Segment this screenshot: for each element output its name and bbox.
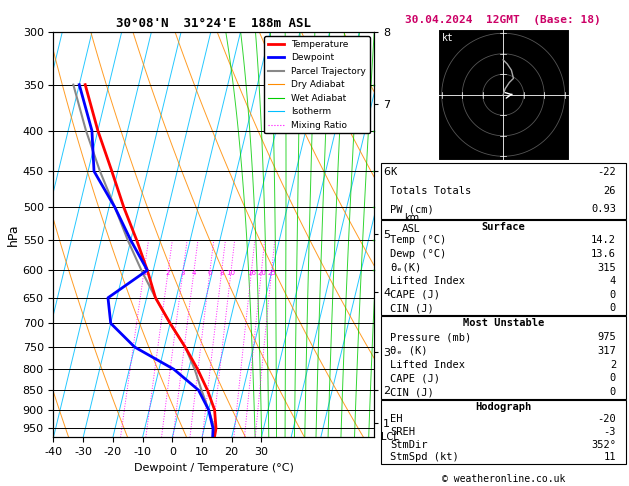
Text: θₑ(K): θₑ(K) <box>391 262 421 273</box>
Text: PW (cm): PW (cm) <box>391 205 434 214</box>
Text: 2: 2 <box>166 271 170 277</box>
Text: LCL: LCL <box>381 433 398 442</box>
Text: © weatheronline.co.uk: © weatheronline.co.uk <box>442 473 565 484</box>
Text: 14.2: 14.2 <box>591 235 616 245</box>
Text: CAPE (J): CAPE (J) <box>391 290 440 300</box>
Text: 6: 6 <box>208 271 212 277</box>
Text: StmDir: StmDir <box>391 440 428 450</box>
Text: 30.04.2024  12GMT  (Base: 18): 30.04.2024 12GMT (Base: 18) <box>405 15 601 25</box>
Text: 352°: 352° <box>591 440 616 450</box>
Text: Dewp (°C): Dewp (°C) <box>391 249 447 259</box>
Text: 20: 20 <box>257 271 266 277</box>
Text: Temp (°C): Temp (°C) <box>391 235 447 245</box>
Text: CIN (J): CIN (J) <box>391 303 434 313</box>
Text: CIN (J): CIN (J) <box>391 387 434 397</box>
Text: Totals Totals: Totals Totals <box>391 186 472 196</box>
Y-axis label: hPa: hPa <box>7 223 20 246</box>
Text: -20: -20 <box>598 415 616 424</box>
Text: StmSpd (kt): StmSpd (kt) <box>391 452 459 462</box>
Text: 0: 0 <box>610 373 616 383</box>
Text: SREH: SREH <box>391 427 415 437</box>
Text: 317: 317 <box>598 346 616 356</box>
Text: CAPE (J): CAPE (J) <box>391 373 440 383</box>
Text: 26: 26 <box>604 186 616 196</box>
X-axis label: Dewpoint / Temperature (°C): Dewpoint / Temperature (°C) <box>134 463 294 473</box>
Text: 16: 16 <box>247 271 256 277</box>
Text: EH: EH <box>391 415 403 424</box>
Text: 0: 0 <box>610 290 616 300</box>
Text: -3: -3 <box>604 427 616 437</box>
Text: Lifted Index: Lifted Index <box>391 276 465 286</box>
Text: Surface: Surface <box>481 222 525 232</box>
Text: 10: 10 <box>226 271 236 277</box>
Text: 0: 0 <box>610 303 616 313</box>
Y-axis label: km
ASL: km ASL <box>402 213 420 235</box>
Text: 315: 315 <box>598 262 616 273</box>
Text: 25: 25 <box>267 271 276 277</box>
Text: 0: 0 <box>610 387 616 397</box>
Text: θₑ (K): θₑ (K) <box>391 346 428 356</box>
Text: 3: 3 <box>181 271 186 277</box>
Text: 4: 4 <box>192 271 196 277</box>
Text: -22: -22 <box>598 167 616 177</box>
Text: K: K <box>391 167 397 177</box>
Legend: Temperature, Dewpoint, Parcel Trajectory, Dry Adiabat, Wet Adiabat, Isotherm, Mi: Temperature, Dewpoint, Parcel Trajectory… <box>264 36 370 134</box>
Text: 8: 8 <box>220 271 224 277</box>
Text: Most Unstable: Most Unstable <box>462 318 544 328</box>
Text: Lifted Index: Lifted Index <box>391 360 465 369</box>
Text: 1: 1 <box>142 271 147 277</box>
Text: 4: 4 <box>610 276 616 286</box>
Text: 975: 975 <box>598 332 616 342</box>
Text: Hodograph: Hodograph <box>475 402 532 412</box>
Text: Pressure (mb): Pressure (mb) <box>391 332 472 342</box>
Text: 13.6: 13.6 <box>591 249 616 259</box>
Text: kt: kt <box>442 34 454 43</box>
Text: 0.93: 0.93 <box>591 205 616 214</box>
Title: 30°08'N  31°24'E  188m ASL: 30°08'N 31°24'E 188m ASL <box>116 17 311 31</box>
Text: 2: 2 <box>610 360 616 369</box>
Text: 11: 11 <box>604 452 616 462</box>
